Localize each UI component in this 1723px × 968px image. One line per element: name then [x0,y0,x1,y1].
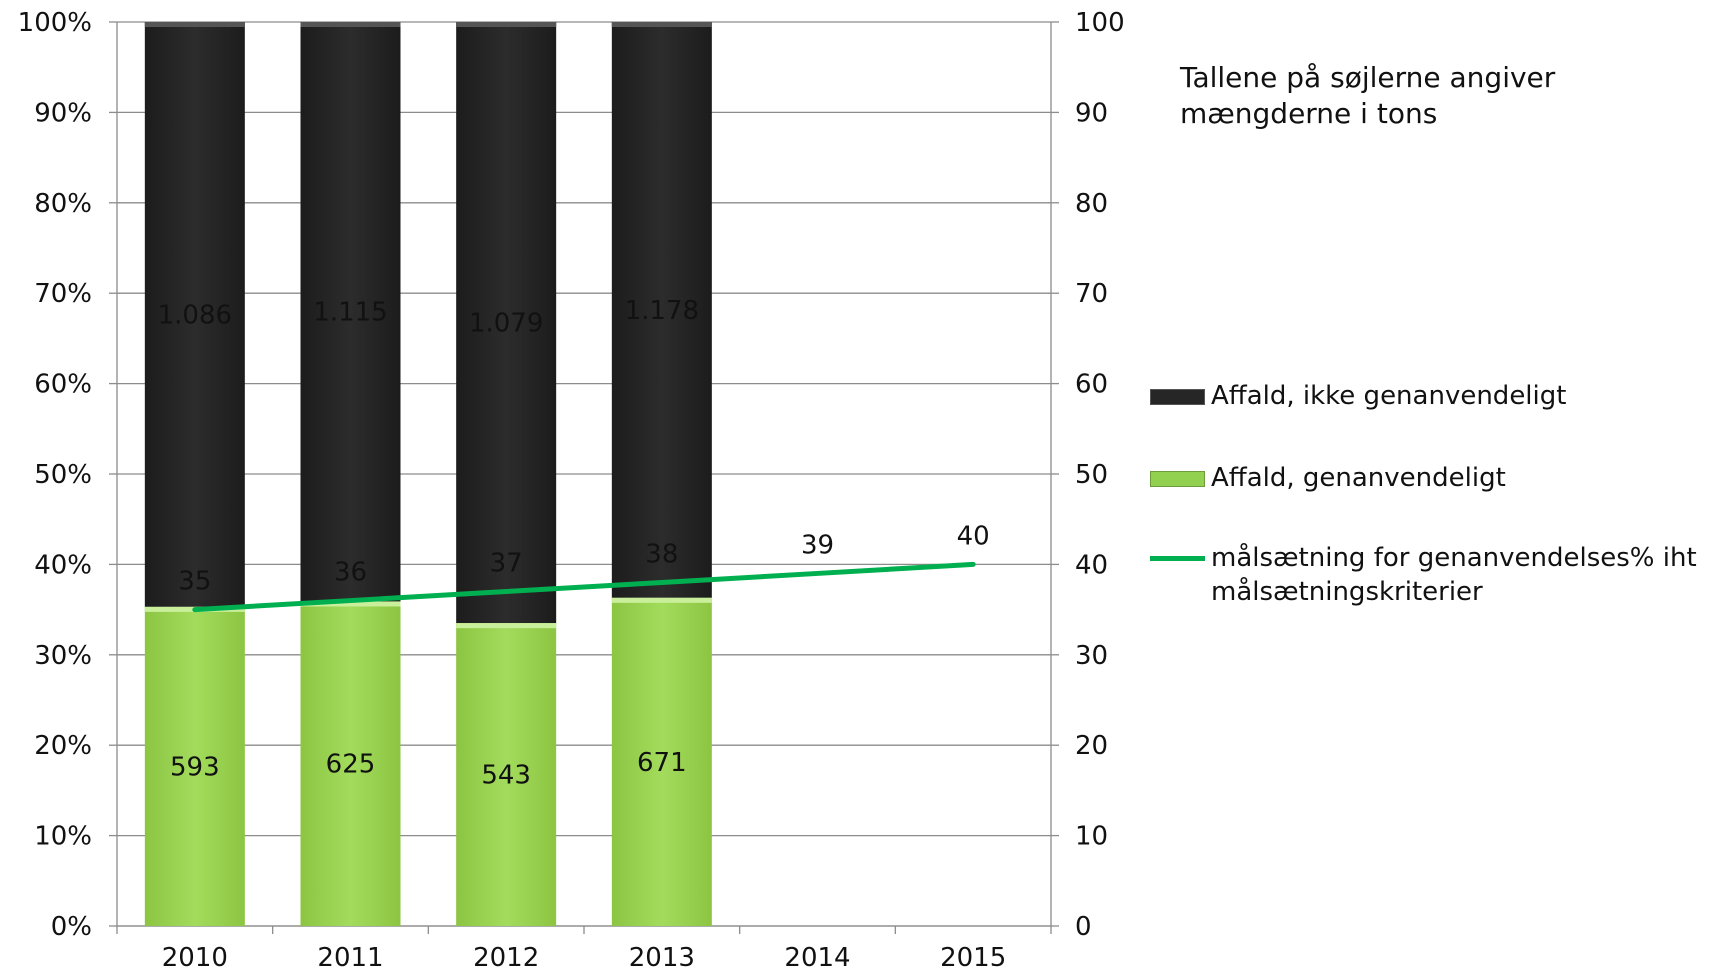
left-tick-label: 30% [34,641,92,671]
right-tick-label: 50 [1075,460,1108,490]
x-tick-label: 2014 [784,943,850,968]
right-tick-label: 30 [1075,641,1108,671]
right-tick-label: 90 [1075,98,1108,128]
legend-line-green [1150,556,1205,561]
bar-genanvendeligt [456,623,557,926]
data-label-maalsaetning: 40 [957,521,990,551]
legend-item-ikke-genanvendeligt: Affald, ikke genanvendeligt [1150,379,1566,413]
left-tick-label: 60% [34,370,92,400]
bar-green-top-bevel [456,623,557,629]
left-tick-label: 20% [34,731,92,761]
data-label-genanvendeligt: 671 [637,748,687,778]
left-tick-label: 0% [51,912,92,942]
legend-item-maalsaetning: målsætning for genanvendelses% iht målsæ… [1150,541,1721,609]
legend-label-maalsaetning: målsætning for genanvendelses% iht målsæ… [1211,543,1697,607]
bar-dark-top-bevel [144,22,245,27]
gridlines [117,21,1051,927]
data-label-maalsaetning: 37 [490,549,523,579]
data-label-genanvendeligt: 543 [481,761,531,791]
legend-label-ikke-genanvendeligt: Affald, ikke genanvendeligt [1211,381,1567,411]
bars [144,22,712,926]
annotation-line-1: Tallene på søjlerne angiver [1180,61,1556,94]
bar-dark-top-bevel [300,22,401,27]
data-label-genanvendeligt: 625 [326,750,376,780]
chart-annotation: Tallene på søjlerne angiver mængderne i … [1180,60,1555,132]
bar-green-top-bevel [611,597,712,603]
bar-ikke-genanvendeligt [611,22,712,598]
bar-ikke-genanvendeligt [456,22,557,624]
right-tick-label: 0 [1075,912,1092,942]
x-tick-label: 2012 [473,943,539,968]
x-tick-label: 2015 [940,943,1006,968]
legend-label-genanvendeligt: Affald, genanvendeligt [1211,463,1506,493]
legend-swatch-dark [1150,389,1205,405]
legend-swatch-green [1150,471,1205,487]
right-tick-label: 10 [1075,822,1108,852]
right-tick-label: 100 [1075,8,1125,38]
right-tick-label: 40 [1075,550,1108,580]
axes: 0% 10% 20% 30% 40% 50% 60% 70% 80% 90% 100% 0 10 20 30… [18,8,1125,968]
left-tick-label: 40% [34,550,92,580]
right-tick-label: 70 [1075,279,1108,309]
bar-genanvendeligt [611,597,712,926]
data-label-maalsaetning: 35 [178,567,211,597]
right-tick-label: 60 [1075,370,1108,400]
data-label-maalsaetning: 38 [645,539,678,569]
bar-dark-top-bevel [611,22,712,27]
bar-ikke-genanvendeligt [144,22,245,607]
left-tick-label: 10% [34,822,92,852]
bar-genanvendeligt [300,601,401,926]
bar-green-top-bevel [300,601,401,607]
left-tick-label: 90% [34,98,92,128]
right-tick-label: 80 [1075,189,1108,219]
data-label-maalsaetning: 39 [801,530,834,560]
data-labels: 593 1.086 625 1.115 543 1.079 671 1.178 35 36 37 38… [158,296,990,791]
data-label-ikke-genanvendeligt: 1.178 [625,296,699,326]
bar-genanvendeligt [144,606,245,926]
data-label-ikke-genanvendeligt: 1.079 [469,309,543,339]
x-tick-label: 2011 [317,943,383,968]
target-line [192,561,976,613]
data-label-genanvendeligt: 593 [170,752,220,782]
legend-item-genanvendeligt: Affald, genanvendeligt [1150,461,1506,495]
left-tick-label: 70% [34,279,92,309]
left-tick-label: 80% [34,189,92,219]
data-label-maalsaetning: 36 [334,558,367,588]
x-tick-label: 2010 [162,943,228,968]
annotation-line-2: mængderne i tons [1180,97,1438,130]
x-tick-label: 2013 [629,943,695,968]
right-tick-label: 20 [1075,731,1108,761]
left-tick-label: 100% [18,8,92,38]
data-label-ikke-genanvendeligt: 1.115 [313,298,387,328]
bar-dark-top-bevel [456,22,557,27]
data-label-ikke-genanvendeligt: 1.086 [158,300,232,330]
bar-ikke-genanvendeligt [300,22,401,602]
target-line-series [192,561,976,613]
left-tick-label: 50% [34,460,92,490]
